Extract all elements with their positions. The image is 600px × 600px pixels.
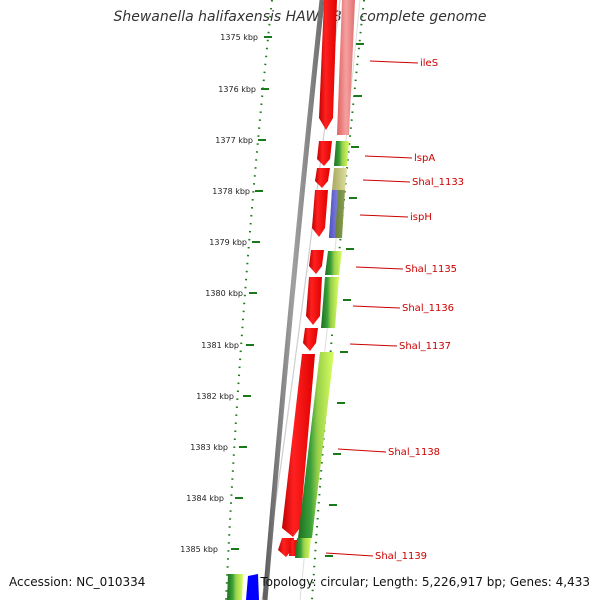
cds-shal-1137 <box>303 328 318 351</box>
tick-label: 1378 kbp <box>212 187 250 196</box>
feature-bottom-blue <box>246 574 259 600</box>
feature-ileS-pink <box>337 0 355 135</box>
cds-features <box>278 0 337 557</box>
tick-label: 1379 kbp <box>209 238 247 247</box>
tick-label: 1381 kbp <box>201 341 239 350</box>
gene-label-lspA: lspA <box>414 153 435 164</box>
feature-lspA-green <box>334 141 349 166</box>
gene-label-ileS: ileS <box>420 58 438 69</box>
tick-label: 1384 kbp <box>186 494 224 503</box>
topology-text: Topology: circular; Length: 5,226,917 bp… <box>260 575 590 589</box>
gene-track <box>227 141 349 600</box>
gene-label-ispH: ispH <box>410 212 432 223</box>
cds-shal-1135 <box>309 250 324 274</box>
gene-labels: ileS lspA Shal_1133 ispH Shal_1135 Shal_… <box>375 58 464 562</box>
gene-label-shal-1135: Shal_1135 <box>405 264 457 275</box>
feature-bottom-green <box>227 574 243 600</box>
gene-label-shal-1133: Shal_1133 <box>412 177 464 188</box>
feature-shal-1138-green <box>298 352 334 538</box>
cds-ileS <box>319 0 337 130</box>
feature-ispH-blue <box>329 190 338 238</box>
tick-label: 1375 kbp <box>220 33 258 42</box>
genome-title: Shewanella halifaxensis HAW-EB4, complet… <box>113 9 487 25</box>
tick-label: 1383 kbp <box>190 443 228 452</box>
feature-shal-1136-green <box>321 277 339 328</box>
tick-labels: 1375 kbp 1376 kbp 1377 kbp 1378 kbp 1379… <box>180 33 258 554</box>
accession-text: Accession: NC_010334 <box>9 575 146 589</box>
cds-shal-1138 <box>282 354 315 537</box>
tick-label: 1380 kbp <box>205 289 243 298</box>
cds-ispH <box>312 190 328 237</box>
tick-label: 1382 kbp <box>196 392 234 401</box>
leader-lines <box>325 60 419 557</box>
outer-ticks <box>325 43 364 557</box>
tick-label: 1377 kbp <box>215 136 253 145</box>
major-ticks <box>231 36 272 550</box>
gene-label-shal-1136: Shal_1136 <box>402 303 454 314</box>
gene-label-shal-1138: Shal_1138 <box>388 447 440 458</box>
gene-label-shal-1137: Shal_1137 <box>399 341 451 352</box>
gene-label-shal-1139: Shal_1139 <box>375 551 427 562</box>
backbone <box>262 0 325 600</box>
feature-shal-1139-green <box>295 538 311 558</box>
cds-shal-1133 <box>315 168 330 188</box>
cds-shal-1136 <box>306 277 322 325</box>
tick-label: 1376 kbp <box>218 85 256 94</box>
feature-shal-1133-olive <box>332 168 347 190</box>
feature-shal-1135-green <box>325 251 342 275</box>
tick-label: 1385 kbp <box>180 545 218 554</box>
cds-lspA <box>317 141 332 166</box>
